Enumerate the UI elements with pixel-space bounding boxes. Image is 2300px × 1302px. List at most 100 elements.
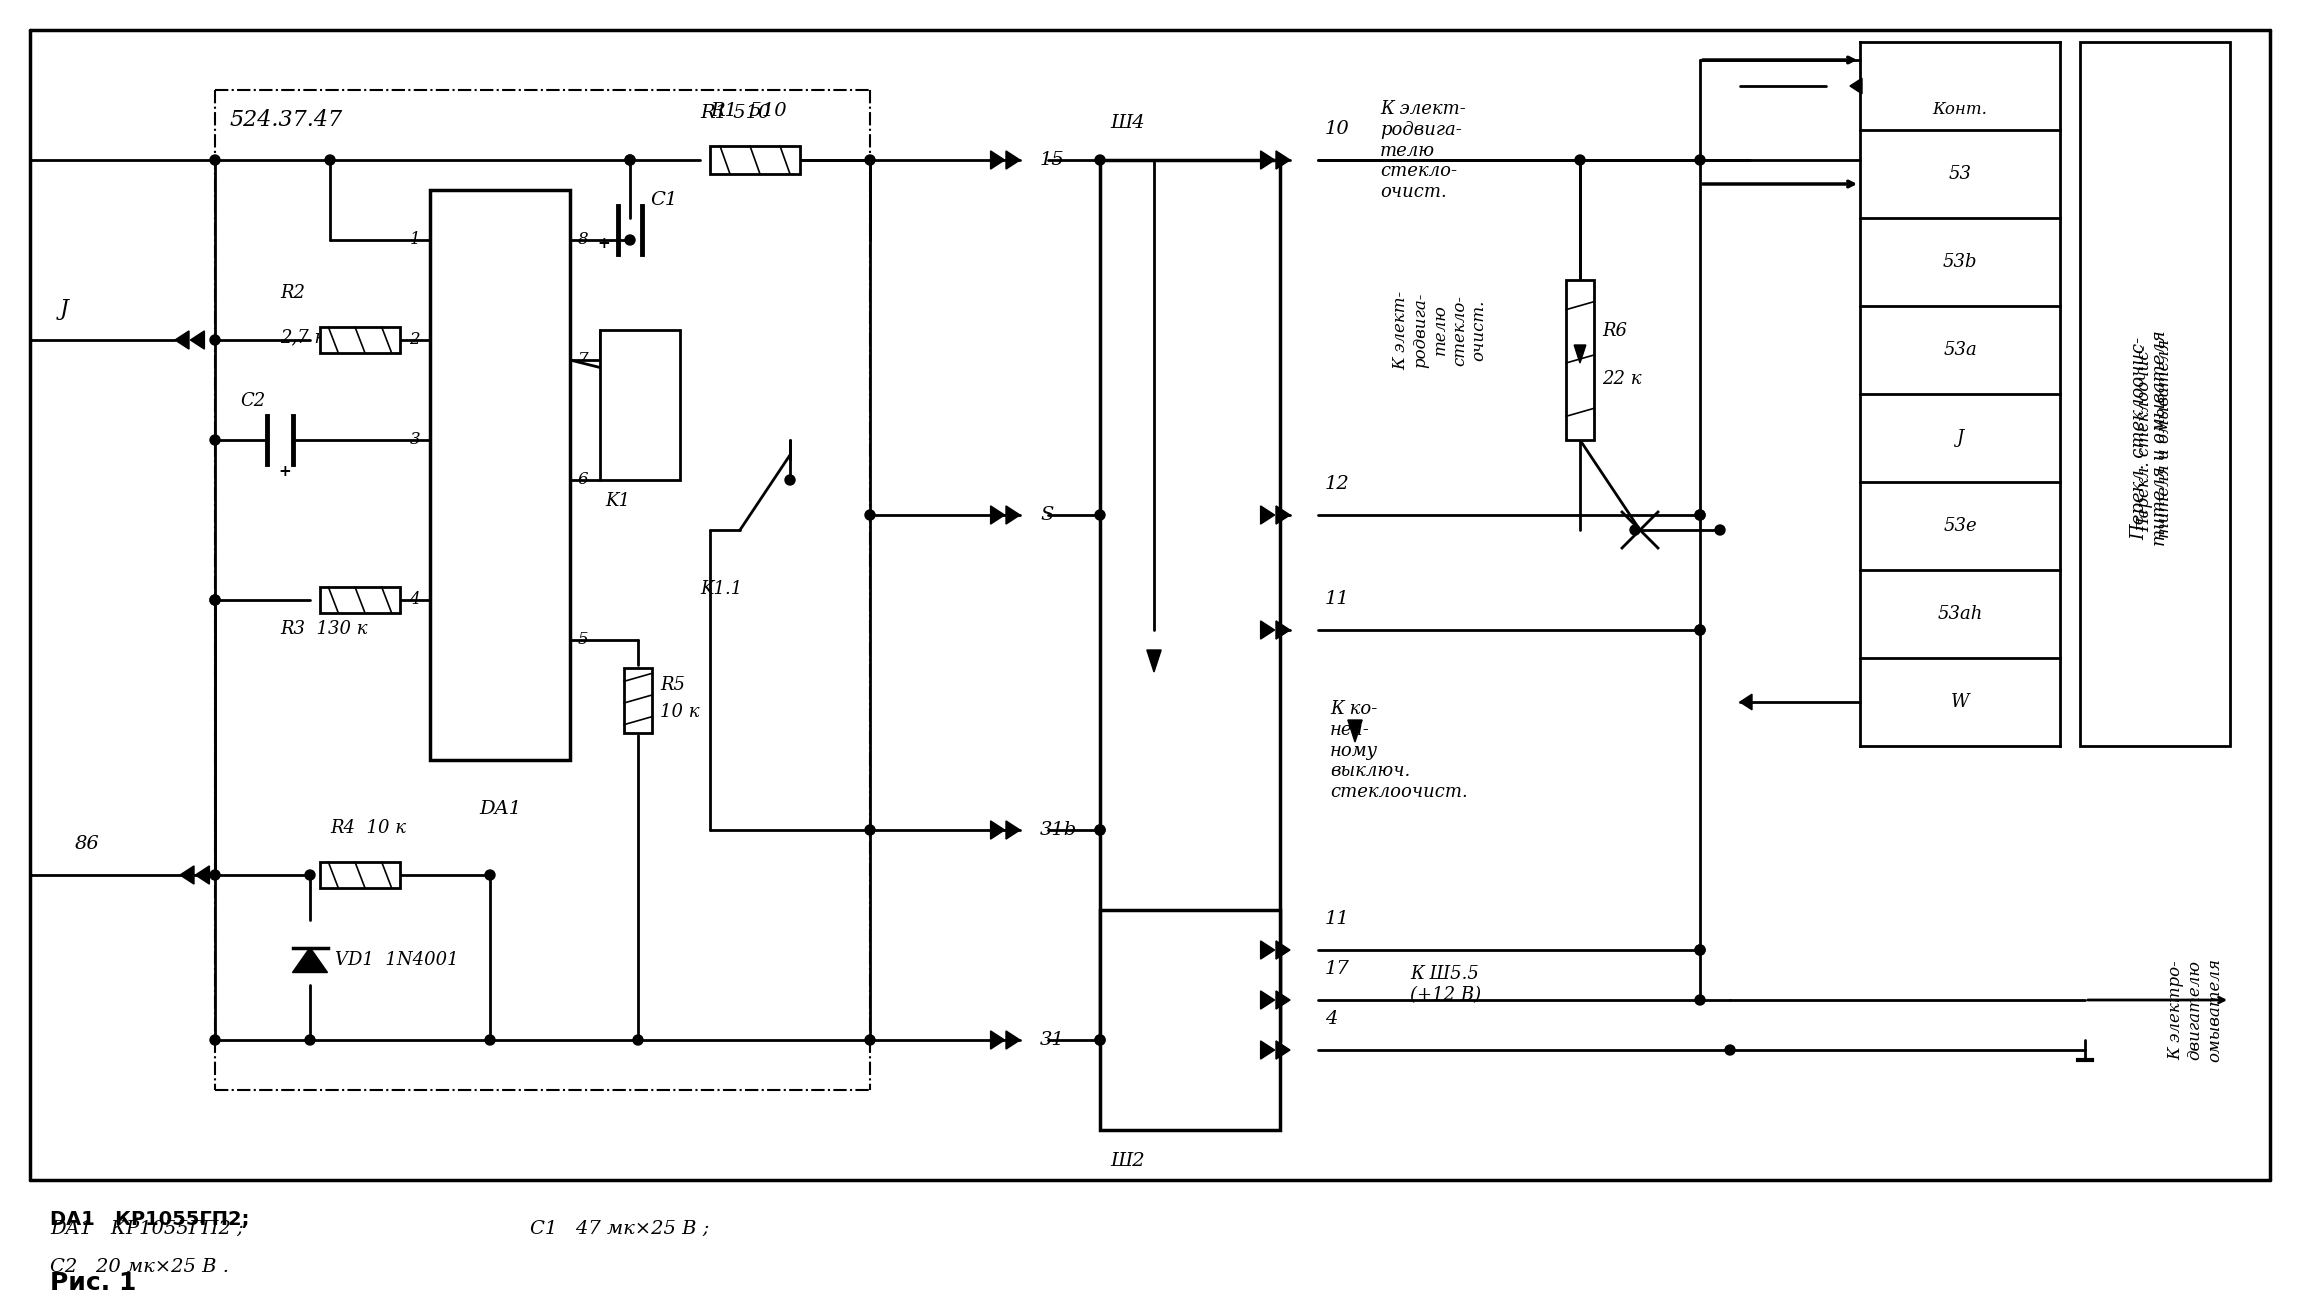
Polygon shape bbox=[1276, 1040, 1290, 1059]
Polygon shape bbox=[1260, 991, 1274, 1009]
Circle shape bbox=[1631, 525, 1640, 535]
Text: 86: 86 bbox=[76, 835, 99, 853]
Polygon shape bbox=[191, 331, 205, 349]
Bar bbox=[2079, 42, 2231, 746]
Text: W: W bbox=[1950, 693, 1969, 711]
Bar bbox=[623, 668, 651, 733]
Circle shape bbox=[485, 1035, 494, 1046]
Polygon shape bbox=[991, 1031, 1005, 1049]
Bar bbox=[320, 862, 400, 888]
Circle shape bbox=[1095, 825, 1104, 835]
Text: Ш4: Ш4 bbox=[1111, 115, 1145, 132]
Bar bbox=[711, 146, 800, 174]
Text: 53аh: 53аh bbox=[1937, 605, 1983, 622]
Circle shape bbox=[784, 475, 796, 486]
Text: VD1  1N4001: VD1 1N4001 bbox=[336, 950, 458, 969]
Bar bbox=[320, 587, 400, 613]
Text: C2: C2 bbox=[239, 392, 264, 410]
Text: S: S bbox=[1040, 506, 1053, 523]
Text: 524.37.47: 524.37.47 bbox=[230, 109, 343, 132]
Text: 2,7 к: 2,7 к bbox=[281, 328, 324, 346]
Text: Конт.: Конт. bbox=[1932, 102, 1987, 118]
Circle shape bbox=[1695, 625, 1704, 635]
Circle shape bbox=[209, 595, 221, 605]
Circle shape bbox=[209, 1035, 221, 1046]
Circle shape bbox=[1716, 525, 1725, 535]
Polygon shape bbox=[991, 151, 1005, 169]
Circle shape bbox=[626, 155, 635, 165]
Text: Ш2: Ш2 bbox=[1111, 1152, 1145, 1170]
Circle shape bbox=[1695, 945, 1704, 954]
Circle shape bbox=[1695, 510, 1704, 519]
Circle shape bbox=[865, 1035, 874, 1046]
Circle shape bbox=[209, 595, 221, 605]
Polygon shape bbox=[1276, 621, 1290, 639]
Text: 11: 11 bbox=[1325, 910, 1350, 928]
Text: K1.1: K1.1 bbox=[699, 579, 743, 598]
Text: 31b: 31b bbox=[1040, 822, 1076, 838]
Text: +: + bbox=[598, 237, 610, 251]
Polygon shape bbox=[1005, 1031, 1019, 1049]
Polygon shape bbox=[1260, 621, 1274, 639]
Polygon shape bbox=[1348, 720, 1362, 742]
Circle shape bbox=[1695, 995, 1704, 1005]
Polygon shape bbox=[1741, 694, 1753, 710]
Circle shape bbox=[209, 335, 221, 345]
Text: 53а: 53а bbox=[1944, 341, 1978, 359]
Circle shape bbox=[865, 155, 874, 165]
Text: 17: 17 bbox=[1325, 960, 1350, 978]
Text: К Ш5.5
(+12 В): К Ш5.5 (+12 В) bbox=[1410, 965, 1481, 1004]
Text: C1: C1 bbox=[651, 191, 676, 210]
Text: R4  10 к: R4 10 к bbox=[329, 819, 407, 837]
Circle shape bbox=[1695, 945, 1704, 954]
Circle shape bbox=[1576, 155, 1585, 165]
Circle shape bbox=[306, 1035, 315, 1046]
Text: R1 510: R1 510 bbox=[699, 104, 770, 122]
Text: R5: R5 bbox=[660, 676, 685, 694]
Polygon shape bbox=[1260, 1040, 1274, 1059]
Polygon shape bbox=[196, 866, 209, 884]
Polygon shape bbox=[1260, 151, 1274, 169]
Polygon shape bbox=[1849, 78, 1863, 94]
Polygon shape bbox=[292, 948, 327, 973]
Circle shape bbox=[626, 155, 635, 165]
Polygon shape bbox=[1260, 506, 1274, 525]
Text: 22 к: 22 к bbox=[1603, 370, 1642, 388]
Text: 15: 15 bbox=[1040, 151, 1065, 169]
Circle shape bbox=[1095, 1035, 1104, 1046]
Polygon shape bbox=[991, 820, 1005, 838]
Circle shape bbox=[209, 155, 221, 165]
Text: 7: 7 bbox=[577, 352, 589, 368]
Text: K1: K1 bbox=[605, 492, 630, 510]
Circle shape bbox=[865, 510, 874, 519]
Text: 5: 5 bbox=[577, 631, 589, 648]
Circle shape bbox=[209, 870, 221, 880]
Bar bbox=[320, 327, 400, 353]
Bar bbox=[1099, 160, 1281, 1040]
Text: R6: R6 bbox=[1603, 322, 1626, 340]
Text: 10 к: 10 к bbox=[660, 703, 699, 721]
Text: 31: 31 bbox=[1040, 1031, 1065, 1049]
Text: DA1   КР1055ГП2 ;: DA1 КР1055ГП2 ; bbox=[51, 1220, 244, 1238]
Circle shape bbox=[1095, 1035, 1104, 1046]
Circle shape bbox=[632, 1035, 644, 1046]
Polygon shape bbox=[1148, 650, 1162, 672]
Polygon shape bbox=[1276, 151, 1290, 169]
Text: 2: 2 bbox=[409, 332, 421, 349]
Text: R3  130 к: R3 130 к bbox=[281, 620, 368, 638]
Text: К элект-
родвига-
телю
стекло-
очист.: К элект- родвига- телю стекло- очист. bbox=[1380, 100, 1465, 202]
Bar bbox=[1099, 910, 1281, 1130]
Circle shape bbox=[1695, 510, 1704, 519]
Circle shape bbox=[865, 825, 874, 835]
Circle shape bbox=[485, 870, 494, 880]
Circle shape bbox=[626, 234, 635, 245]
Text: 8: 8 bbox=[577, 232, 589, 249]
Circle shape bbox=[1695, 155, 1704, 165]
Text: J: J bbox=[60, 298, 69, 320]
Text: К ко-
неч-
ному
выключ.
стеклоочист.: К ко- неч- ному выключ. стеклоочист. bbox=[1329, 700, 1467, 801]
Text: 4: 4 bbox=[1325, 1010, 1336, 1029]
Text: С2   20 мк×25 В .: С2 20 мк×25 В . bbox=[51, 1258, 230, 1276]
Polygon shape bbox=[1573, 345, 1587, 363]
Text: 1: 1 bbox=[409, 232, 421, 249]
Text: DA1   КР1055ГП2;: DA1 КР1055ГП2; bbox=[51, 1211, 248, 1229]
